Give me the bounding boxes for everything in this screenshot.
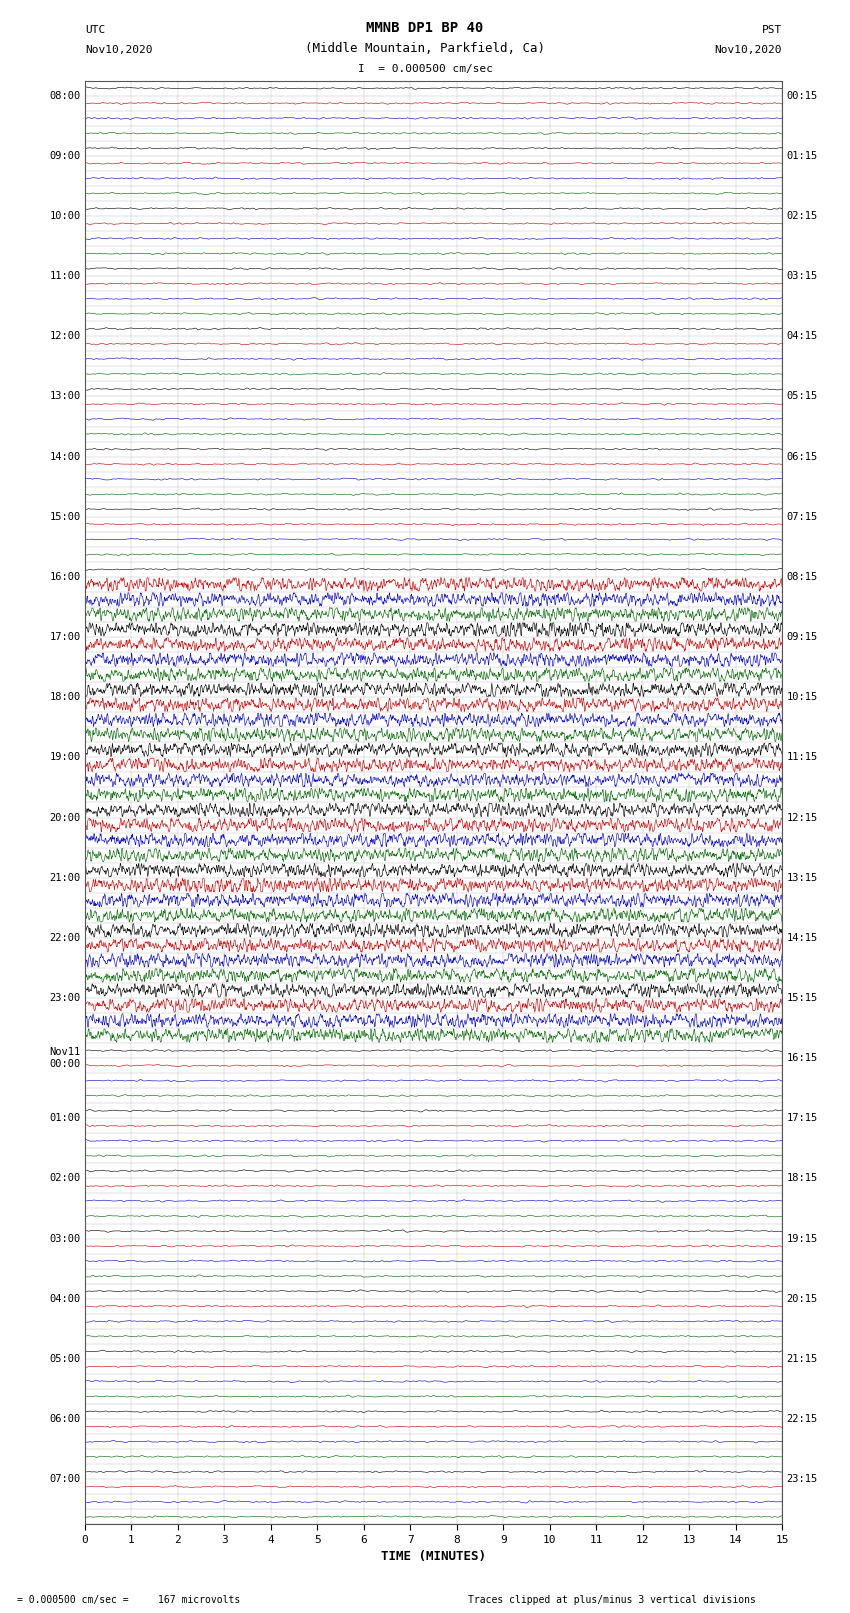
Text: 16:00: 16:00 [49,573,81,582]
Text: 17:15: 17:15 [786,1113,818,1123]
Text: 02:00: 02:00 [49,1173,81,1184]
Text: 22:00: 22:00 [49,932,81,944]
Text: 06:00: 06:00 [49,1415,81,1424]
Text: (Middle Mountain, Parkfield, Ca): (Middle Mountain, Parkfield, Ca) [305,42,545,55]
Text: 11:00: 11:00 [49,271,81,281]
Text: 10:15: 10:15 [786,692,818,702]
Text: 23:00: 23:00 [49,994,81,1003]
Text: 12:00: 12:00 [49,331,81,342]
Text: 17:00: 17:00 [49,632,81,642]
Text: 01:15: 01:15 [786,152,818,161]
Text: 07:00: 07:00 [49,1474,81,1484]
Text: MMNB DP1 BP 40: MMNB DP1 BP 40 [366,21,484,35]
Text: 04:15: 04:15 [786,331,818,342]
Text: 23:15: 23:15 [786,1474,818,1484]
Text: 07:15: 07:15 [786,511,818,521]
Text: 02:15: 02:15 [786,211,818,221]
Text: 20:00: 20:00 [49,813,81,823]
Text: 01:00: 01:00 [49,1113,81,1123]
Text: 08:00: 08:00 [49,90,81,100]
Text: 15:00: 15:00 [49,511,81,521]
Text: 14:15: 14:15 [786,932,818,944]
Text: 20:15: 20:15 [786,1294,818,1303]
Text: 19:15: 19:15 [786,1234,818,1244]
Text: Nov10,2020: Nov10,2020 [715,45,782,55]
Text: 05:15: 05:15 [786,392,818,402]
Text: 22:15: 22:15 [786,1415,818,1424]
Text: 16:15: 16:15 [786,1053,818,1063]
Text: 08:15: 08:15 [786,573,818,582]
Text: 12:15: 12:15 [786,813,818,823]
Text: 05:00: 05:00 [49,1353,81,1365]
Text: 19:00: 19:00 [49,752,81,763]
Text: UTC: UTC [85,26,105,35]
Text: 13:00: 13:00 [49,392,81,402]
Text: 09:00: 09:00 [49,152,81,161]
Text: 03:15: 03:15 [786,271,818,281]
Text: 11:15: 11:15 [786,752,818,763]
Text: = 0.000500 cm/sec =     167 microvolts: = 0.000500 cm/sec = 167 microvolts [17,1595,241,1605]
Text: 03:00: 03:00 [49,1234,81,1244]
Text: 21:00: 21:00 [49,873,81,882]
Text: 18:15: 18:15 [786,1173,818,1184]
Text: 00:15: 00:15 [786,90,818,100]
Text: 18:00: 18:00 [49,692,81,702]
Text: 04:00: 04:00 [49,1294,81,1303]
Text: 06:15: 06:15 [786,452,818,461]
Text: Nov11
00:00: Nov11 00:00 [49,1047,81,1069]
Text: 10:00: 10:00 [49,211,81,221]
Text: 14:00: 14:00 [49,452,81,461]
Text: 09:15: 09:15 [786,632,818,642]
Text: Traces clipped at plus/minus 3 vertical divisions: Traces clipped at plus/minus 3 vertical … [468,1595,756,1605]
Text: 15:15: 15:15 [786,994,818,1003]
Text: 21:15: 21:15 [786,1353,818,1365]
Text: 13:15: 13:15 [786,873,818,882]
Text: I  = 0.000500 cm/sec: I = 0.000500 cm/sec [358,65,492,74]
X-axis label: TIME (MINUTES): TIME (MINUTES) [381,1550,486,1563]
Text: PST: PST [762,26,782,35]
Text: Nov10,2020: Nov10,2020 [85,45,152,55]
